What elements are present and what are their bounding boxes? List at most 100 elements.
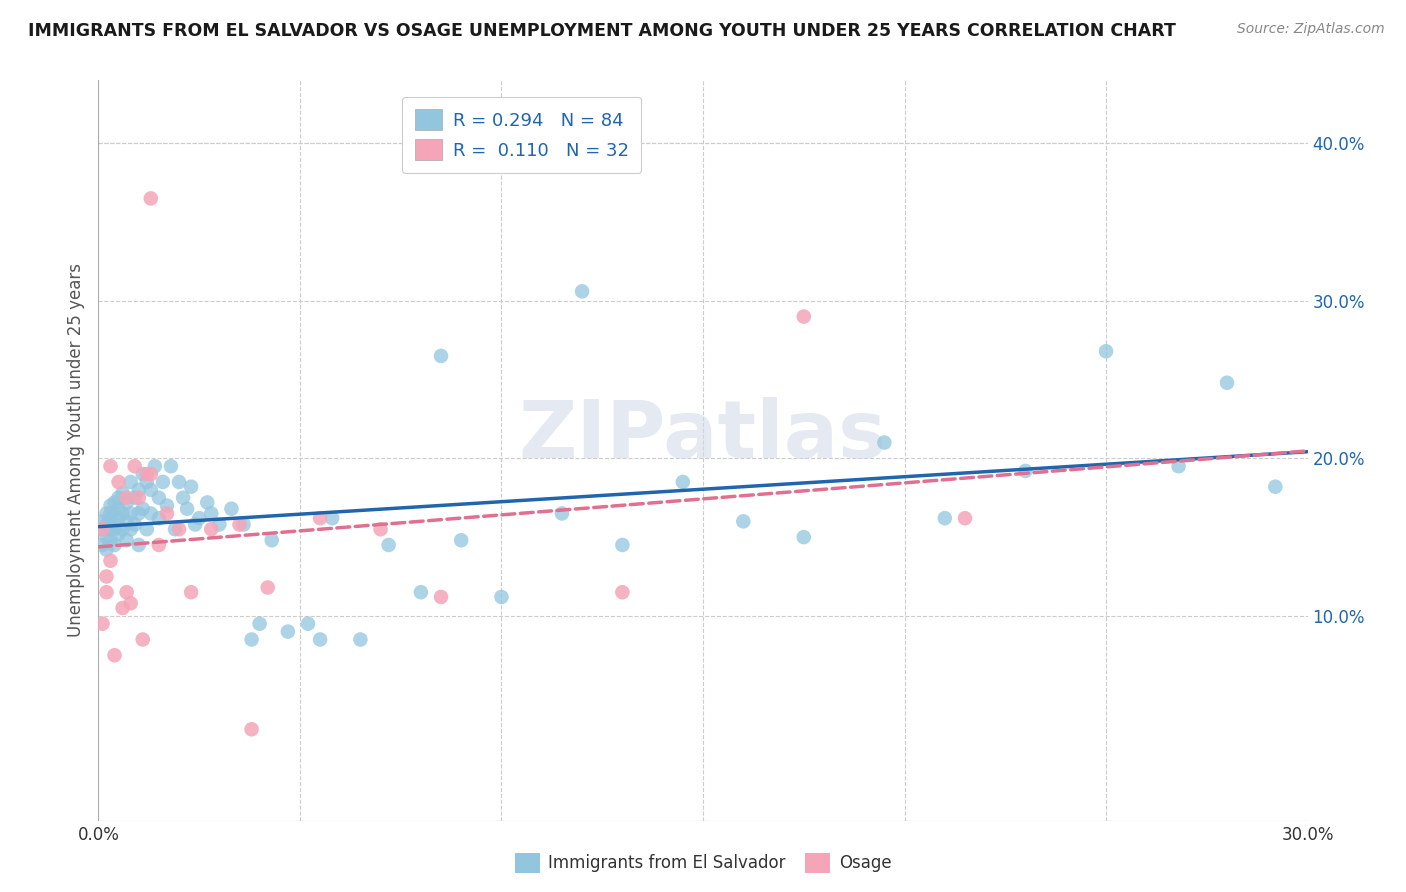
Point [309, 632, 332, 647]
Point [180, 480, 202, 494]
Point [953, 511, 976, 525]
Point [120, 475, 142, 489]
Y-axis label: Unemployment Among Youth under 25 years: Unemployment Among Youth under 25 years [66, 263, 84, 638]
Point [135, 467, 157, 481]
Point [195, 495, 218, 509]
Point [115, 514, 138, 528]
Point [132, 467, 155, 481]
Point [107, 501, 129, 516]
Point [103, 495, 125, 509]
Point [450, 533, 472, 548]
Point [249, 616, 271, 631]
Text: ZIPatlas: ZIPatlas [519, 397, 887, 475]
Point [349, 632, 371, 647]
Point [120, 522, 142, 536]
Point [139, 483, 162, 497]
Point [115, 491, 138, 505]
Point [120, 507, 142, 521]
Point [873, 435, 896, 450]
Point [148, 511, 170, 525]
Point [934, 511, 956, 525]
Point [152, 475, 174, 489]
Point [124, 517, 146, 532]
Point [128, 538, 150, 552]
Point [124, 491, 146, 505]
Point [370, 522, 392, 536]
Point [115, 585, 138, 599]
Point [107, 511, 129, 525]
Point [148, 538, 170, 552]
Point [793, 310, 815, 324]
Point [1264, 480, 1286, 494]
Point [139, 191, 162, 205]
Point [128, 483, 150, 497]
Point [100, 533, 122, 548]
Point [733, 514, 755, 528]
Point [200, 522, 222, 536]
Point [1014, 464, 1036, 478]
Point [167, 475, 190, 489]
Point [96, 585, 118, 599]
Point [176, 501, 198, 516]
Point [228, 517, 250, 532]
Point [111, 486, 134, 500]
Point [277, 624, 299, 639]
Point [128, 491, 150, 505]
Point [96, 542, 118, 557]
Point [167, 522, 190, 536]
Point [139, 467, 162, 481]
Point [1167, 459, 1189, 474]
Legend: Immigrants from El Salvador, Osage: Immigrants from El Salvador, Osage [508, 847, 898, 880]
Point [1216, 376, 1239, 390]
Point [135, 522, 157, 536]
Point [100, 522, 122, 536]
Point [135, 475, 157, 489]
Point [256, 581, 278, 595]
Point [160, 459, 183, 474]
Point [260, 533, 283, 548]
Point [115, 495, 138, 509]
Point [100, 499, 122, 513]
Point [240, 632, 263, 647]
Point [232, 517, 254, 532]
Point [91, 514, 114, 528]
Point [103, 517, 125, 532]
Point [91, 522, 114, 536]
Point [309, 511, 332, 525]
Point [91, 538, 114, 552]
Point [793, 530, 815, 544]
Point [430, 590, 453, 604]
Point [96, 517, 118, 532]
Point [100, 554, 122, 568]
Point [240, 723, 263, 737]
Point [115, 533, 138, 548]
Point [1095, 344, 1118, 359]
Legend: R = 0.294   N = 84, R =  0.110   N = 32: R = 0.294 N = 84, R = 0.110 N = 32 [402, 96, 641, 173]
Point [128, 507, 150, 521]
Point [672, 475, 695, 489]
Point [132, 632, 155, 647]
Point [120, 596, 142, 610]
Point [111, 507, 134, 521]
Point [96, 530, 118, 544]
Point [111, 522, 134, 536]
Point [163, 522, 186, 536]
Point [111, 601, 134, 615]
Point [156, 507, 179, 521]
Point [96, 507, 118, 521]
Point [100, 507, 122, 521]
Point [107, 527, 129, 541]
Point [103, 522, 125, 536]
Point [143, 459, 166, 474]
Point [103, 538, 125, 552]
Point [208, 517, 231, 532]
Text: Source: ZipAtlas.com: Source: ZipAtlas.com [1237, 22, 1385, 37]
Point [96, 569, 118, 583]
Point [297, 616, 319, 631]
Point [107, 475, 129, 489]
Point [172, 491, 194, 505]
Point [551, 507, 574, 521]
Point [612, 585, 634, 599]
Point [491, 590, 513, 604]
Point [91, 616, 114, 631]
